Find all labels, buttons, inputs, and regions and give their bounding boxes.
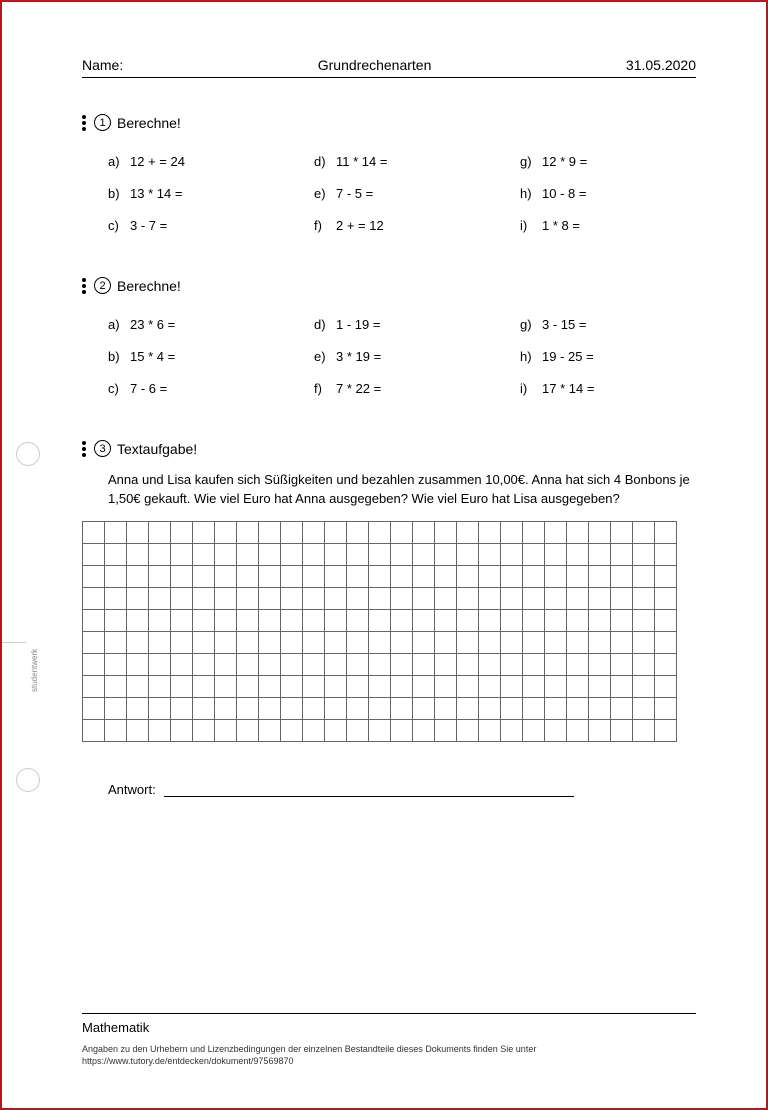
section-1: 1 Berechne! a)12 + = 24 d)11 * 14 = g)12 *… — [82, 114, 696, 241]
problem-cell: e)3 * 19 = — [314, 340, 490, 372]
problem-cell: f)2 + = 12 — [314, 209, 490, 241]
drag-dots-icon — [82, 441, 86, 457]
problem-label: d) — [314, 154, 336, 169]
footer-note-line: Angaben zu den Urhebern und Lizenzbeding… — [82, 1044, 536, 1054]
page-title: Grundrechenarten — [123, 57, 626, 73]
problem-text: 1 - 19 = — [336, 317, 380, 332]
section-3: 3 Textaufgabe! Anna und Lisa kaufen sich… — [82, 440, 696, 797]
problem-cell: c)3 - 7 = — [108, 209, 284, 241]
header: Name: Grundrechenarten 31.05.2020 — [82, 57, 696, 78]
footer-note-line: https://www.tutory.de/entdecken/dokument… — [82, 1056, 293, 1066]
footer-note: Angaben zu den Urhebern und Lizenzbeding… — [82, 1043, 696, 1068]
answer-line — [164, 783, 574, 797]
section-title: Berechne! — [117, 115, 181, 131]
problem-cell: i)1 * 8 = — [520, 209, 696, 241]
problem-text: 17 * 14 = — [542, 381, 594, 396]
problem-text: 10 - 8 = — [542, 186, 586, 201]
section-number: 1 — [94, 114, 111, 131]
drag-dots-icon — [82, 278, 86, 294]
problem-label: i) — [520, 218, 542, 233]
punch-hole-icon — [16, 442, 40, 466]
footer-rule — [82, 1013, 696, 1014]
problem-text: 13 * 14 = — [130, 186, 182, 201]
problem-text: 15 * 4 = — [130, 349, 175, 364]
problem-label: i) — [520, 381, 542, 396]
section-number: 2 — [94, 277, 111, 294]
problem-label: c) — [108, 381, 130, 396]
section-head: 3 Textaufgabe! — [82, 440, 696, 457]
problem-cell: a)12 + = 24 — [108, 145, 284, 177]
drag-dots-icon — [82, 115, 86, 131]
problem-text: 12 + = 24 — [130, 154, 185, 169]
problem-label: g) — [520, 154, 542, 169]
section-number: 3 — [94, 440, 111, 457]
name-label: Name: — [82, 57, 123, 73]
fold-mark — [2, 642, 26, 643]
problem-cell: e)7 - 5 = — [314, 177, 490, 209]
problem-text: 3 - 15 = — [542, 317, 586, 332]
answer-row: Antwort: — [82, 782, 696, 797]
problem-cell: a)23 * 6 = — [108, 308, 284, 340]
punch-hole-icon — [16, 768, 40, 792]
problem-cell: h)10 - 8 = — [520, 177, 696, 209]
problem-text: 19 - 25 = — [542, 349, 594, 364]
problem-text: 7 - 5 = — [336, 186, 373, 201]
problem-label: a) — [108, 154, 130, 169]
problem-label: c) — [108, 218, 130, 233]
problem-grid: a)23 * 6 = d)1 - 19 = g)3 - 15 = b)15 * 4 =… — [82, 308, 696, 404]
problem-text: 1 * 8 = — [542, 218, 580, 233]
problem-text: 23 * 6 = — [130, 317, 175, 332]
section-title: Textaufgabe! — [117, 441, 197, 457]
answer-label: Antwort: — [108, 782, 156, 797]
problem-text: 12 * 9 = — [542, 154, 587, 169]
date: 31.05.2020 — [626, 57, 696, 73]
problem-label: f) — [314, 218, 336, 233]
problem-label: b) — [108, 186, 130, 201]
problem-cell: f)7 * 22 = — [314, 372, 490, 404]
problem-label: f) — [314, 381, 336, 396]
problem-label: h) — [520, 349, 542, 364]
problem-label: d) — [314, 317, 336, 332]
footer: Mathematik Angaben zu den Urhebern und L… — [82, 1013, 696, 1068]
problem-label: h) — [520, 186, 542, 201]
problem-cell: g)12 * 9 = — [520, 145, 696, 177]
problem-text: 11 * 14 = — [336, 154, 387, 169]
problem-text: 2 + = 12 — [336, 218, 384, 233]
word-problem-text: Anna und Lisa kaufen sich Süßigkeiten un… — [82, 471, 696, 509]
problem-cell: b)15 * 4 = — [108, 340, 284, 372]
problem-text: 7 - 6 = — [130, 381, 167, 396]
problem-label: a) — [108, 317, 130, 332]
problem-cell: b)13 * 14 = — [108, 177, 284, 209]
problem-label: e) — [314, 186, 336, 201]
footer-subject: Mathematik — [82, 1020, 696, 1035]
answer-grid — [82, 521, 696, 742]
problem-grid: a)12 + = 24 d)11 * 14 = g)12 * 9 = b)13 * 1… — [82, 145, 696, 241]
problem-cell: d)11 * 14 = — [314, 145, 490, 177]
problem-cell: d)1 - 19 = — [314, 308, 490, 340]
worksheet-page: studentwerk Name: Grundrechenarten 31.05… — [2, 2, 766, 1108]
problem-label: b) — [108, 349, 130, 364]
problem-text: 3 - 7 = — [130, 218, 167, 233]
section-2: 2 Berechne! a)23 * 6 = d)1 - 19 = g)3 - 15… — [82, 277, 696, 404]
problem-text: 3 * 19 = — [336, 349, 381, 364]
section-head: 1 Berechne! — [82, 114, 696, 131]
section-head: 2 Berechne! — [82, 277, 696, 294]
problem-cell: c)7 - 6 = — [108, 372, 284, 404]
problem-cell: h)19 - 25 = — [520, 340, 696, 372]
side-label: studentwerk — [30, 649, 39, 692]
section-title: Berechne! — [117, 278, 181, 294]
problem-cell: g)3 - 15 = — [520, 308, 696, 340]
problem-text: 7 * 22 = — [336, 381, 381, 396]
problem-label: e) — [314, 349, 336, 364]
problem-label: g) — [520, 317, 542, 332]
problem-cell: i)17 * 14 = — [520, 372, 696, 404]
